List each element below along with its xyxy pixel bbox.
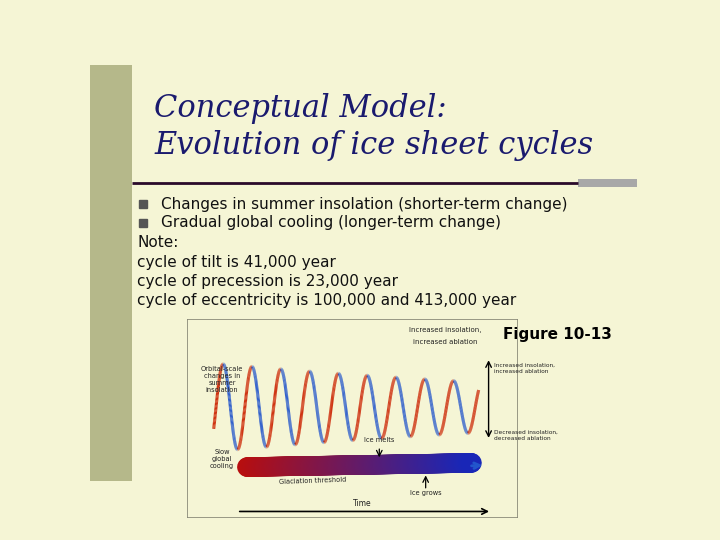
Text: Decreased insolation,
decreased ablation: Decreased insolation, decreased ablation [494, 430, 557, 441]
Text: Ice grows: Ice grows [410, 490, 441, 496]
Text: Gradual global cooling (longer-term change): Gradual global cooling (longer-term chan… [161, 215, 501, 230]
Bar [578, 179, 637, 187]
Bar [90, 65, 132, 481]
Text: Note:: Note: [138, 235, 179, 250]
Text: Conceptual Model:: Conceptual Model: [154, 93, 447, 124]
Text: cycle of eccentricity is 100,000 and 413,000 year: cycle of eccentricity is 100,000 and 413… [138, 293, 517, 308]
Text: Figure 10-13: Figure 10-13 [503, 327, 612, 342]
Text: Changes in summer insolation (shorter-term change): Changes in summer insolation (shorter-te… [161, 197, 567, 212]
Text: increased ablation: increased ablation [413, 339, 478, 345]
Text: cycle of tilt is 41,000 year: cycle of tilt is 41,000 year [138, 255, 336, 270]
Text: Slow
global
cooling: Slow global cooling [210, 449, 234, 469]
Text: Ice melts: Ice melts [364, 437, 395, 443]
Text: Increased insolation,
increased ablation: Increased insolation, increased ablation [494, 363, 554, 374]
Text: Glaciation threshold: Glaciation threshold [279, 477, 347, 485]
Text: Time: Time [354, 499, 372, 508]
Text: Orbital-scale
changes in
summer
insolation: Orbital-scale changes in summer insolati… [201, 366, 243, 393]
Text: Increased insolation,: Increased insolation, [409, 327, 482, 334]
Text: Evolution of ice sheet cycles: Evolution of ice sheet cycles [154, 130, 593, 161]
Text: cycle of precession is 23,000 year: cycle of precession is 23,000 year [138, 274, 398, 289]
